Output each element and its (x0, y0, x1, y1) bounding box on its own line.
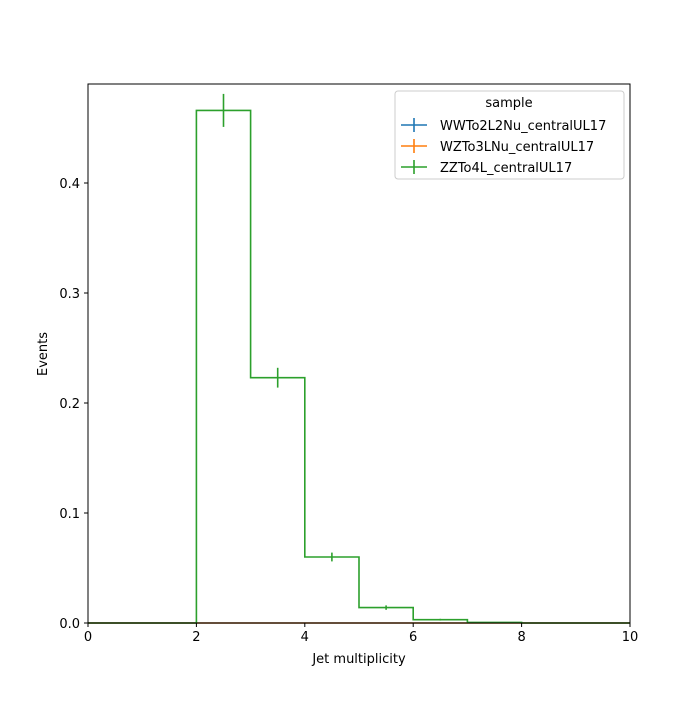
legend-label: WWTo2L2Nu_centralUL17 (440, 119, 606, 134)
legend-frame (394, 90, 625, 180)
legend: sample WWTo2L2Nu_centralUL17 WZTo3LNu_cen… (394, 90, 625, 180)
legend-label: WZTo3LNu_centralUL17 (440, 140, 594, 155)
y-tick-label: 0.1 (59, 507, 80, 522)
y-axis-label: Events (36, 332, 51, 376)
legend-entry: WWTo2L2Nu_centralUL17 (401, 118, 606, 134)
y-tick-label: 0.2 (59, 397, 80, 412)
x-tick-label: 10 (622, 630, 639, 645)
legend-entries: WWTo2L2Nu_centralUL17 WZTo3LNu_centralUL1… (401, 118, 606, 176)
x-tick-label: 4 (301, 630, 309, 645)
legend-label: ZZTo4L_centralUL17 (440, 161, 572, 176)
x-tick-label: 0 (84, 630, 92, 645)
axes-layer: 0 2 4 6 8 10 0.0 0.1 0.2 0.3 0.4 (59, 83, 639, 645)
x-tick-label: 2 (192, 630, 200, 645)
legend-entry: WZTo3LNu_centralUL17 (401, 139, 594, 155)
y-tick-label: 0.4 (59, 177, 80, 192)
axes-frame (87, 83, 631, 624)
x-axis-label: Jet multiplicity (311, 652, 406, 667)
x-tick-label: 8 (517, 630, 525, 645)
x-tick-label: 6 (409, 630, 417, 645)
y-tick-label: 0.0 (59, 617, 80, 632)
y-tick-label: 0.3 (59, 287, 80, 302)
legend-entry: ZZTo4L_centralUL17 (401, 160, 572, 176)
legend-title: sample (485, 96, 532, 111)
